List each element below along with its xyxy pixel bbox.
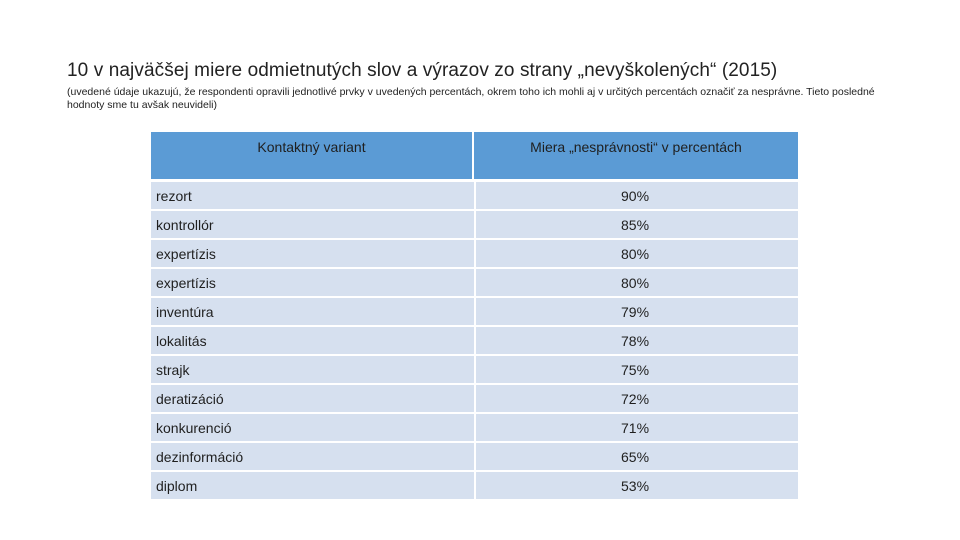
table-row: strajk 75%: [151, 356, 798, 385]
table-row: lokalitás 78%: [151, 327, 798, 356]
cell-variant: dezinformáció: [151, 443, 474, 472]
cell-variant: expertízis: [151, 269, 474, 298]
table-header-row: Kontaktný variant Miera „nesprávnosti“ v…: [151, 132, 798, 182]
cell-variant: inventúra: [151, 298, 474, 327]
table-row: expertízis 80%: [151, 240, 798, 269]
cell-rate: 80%: [474, 269, 798, 298]
data-table: Kontaktný variant Miera „nesprávnosti“ v…: [151, 132, 798, 501]
cell-variant: konkurenció: [151, 414, 474, 443]
column-header-variant: Kontaktný variant: [151, 132, 474, 182]
table-row: diplom 53%: [151, 472, 798, 501]
data-table-container: Kontaktný variant Miera „nesprávnosti“ v…: [151, 132, 798, 501]
cell-rate: 65%: [474, 443, 798, 472]
cell-rate: 75%: [474, 356, 798, 385]
cell-rate: 80%: [474, 240, 798, 269]
cell-rate: 78%: [474, 327, 798, 356]
cell-rate: 71%: [474, 414, 798, 443]
cell-rate: 72%: [474, 385, 798, 414]
cell-rate: 79%: [474, 298, 798, 327]
cell-variant: kontrollór: [151, 211, 474, 240]
cell-rate: 53%: [474, 472, 798, 501]
cell-variant: rezort: [151, 182, 474, 211]
slide-subtitle: (uvedené údaje ukazujú, že respondenti o…: [67, 86, 875, 111]
table-row: dezinformáció 65%: [151, 443, 798, 472]
cell-variant: expertízis: [151, 240, 474, 269]
cell-rate: 90%: [474, 182, 798, 211]
table-row: inventúra 79%: [151, 298, 798, 327]
table-row: expertízis 80%: [151, 269, 798, 298]
cell-variant: diplom: [151, 472, 474, 501]
slide-title: 10 v najväčšej miere odmietnutých slov a…: [67, 60, 778, 81]
table-row: konkurenció 71%: [151, 414, 798, 443]
cell-rate: 85%: [474, 211, 798, 240]
cell-variant: deratizáció: [151, 385, 474, 414]
cell-variant: lokalitás: [151, 327, 474, 356]
column-header-rate: Miera „nesprávnosti“ v percentách: [474, 132, 798, 182]
cell-variant: strajk: [151, 356, 474, 385]
table-row: deratizáció 72%: [151, 385, 798, 414]
table-row: rezort 90%: [151, 182, 798, 211]
table-row: kontrollór 85%: [151, 211, 798, 240]
